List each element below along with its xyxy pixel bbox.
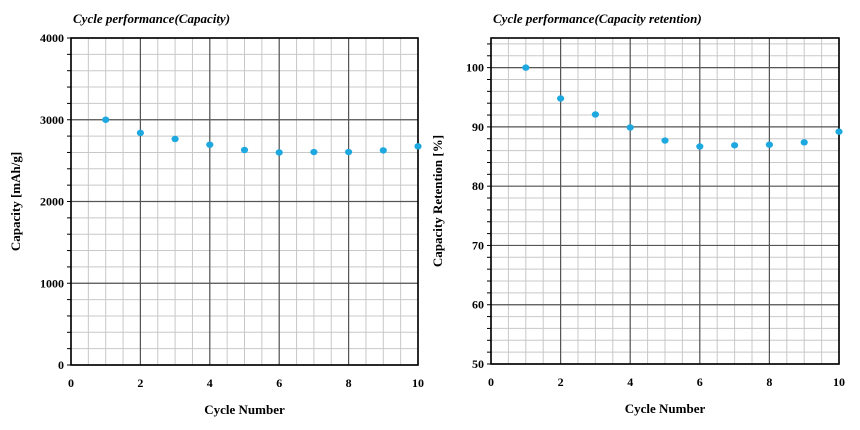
capacity-retention-chart: 0 2 4 6 8 10 50 60 70 80 90 100 Cycle performance(Ca…: [430, 11, 845, 416]
x-tick-label: 2: [558, 375, 564, 389]
y-tick-label: 1000: [40, 276, 64, 290]
data-point: [136, 129, 144, 137]
y-tick-label: 4000: [40, 31, 64, 45]
data-point: [765, 141, 773, 148]
y-tick-label: 80: [472, 179, 484, 193]
data-point: [522, 64, 530, 71]
data-point: [661, 137, 669, 144]
chart-title: Cycle performance(Capacity): [73, 11, 230, 26]
y-tick-label: 60: [472, 298, 484, 312]
x-tick-label: 0: [488, 375, 494, 389]
data-point: [171, 135, 179, 143]
data-point: [800, 139, 808, 146]
x-tick-label: 8: [766, 375, 772, 389]
data-point: [696, 143, 704, 150]
data-point: [557, 95, 565, 102]
data-point: [206, 141, 214, 148]
data-point: [591, 111, 599, 118]
y-tick-label: 90: [472, 120, 484, 134]
x-axis-label: Cycle Number: [204, 402, 285, 417]
data-point: [345, 148, 353, 156]
y-tick-label: 100: [466, 61, 484, 75]
data-point: [240, 146, 249, 154]
capacity-chart: 0 2 4 6 8 10 0 1000 2000 3000 4000 Cycle performanc…: [8, 11, 424, 417]
y-tick-label: 2000: [40, 195, 64, 209]
y-tick-label: 70: [472, 238, 484, 252]
chart-title: Cycle performance(Capacity retention): [493, 11, 702, 26]
y-tick-label: 50: [472, 357, 484, 371]
x-tick-label: 10: [412, 376, 424, 390]
data-point: [835, 128, 843, 135]
y-tick-label: 3000: [40, 113, 64, 127]
x-tick-label: 8: [346, 376, 352, 390]
y-axis-label: Capacity Retention [%]: [430, 135, 445, 267]
data-point: [626, 124, 634, 131]
data-point: [310, 148, 318, 156]
x-tick-label: 6: [276, 376, 282, 390]
data-point: [275, 149, 283, 156]
x-tick-label: 0: [68, 376, 74, 390]
x-tick-label: 6: [697, 375, 703, 389]
x-tick-label: 4: [627, 375, 633, 389]
data-point: [731, 142, 739, 149]
x-axis-label: Cycle Number: [625, 401, 706, 416]
data-point: [102, 116, 110, 123]
x-tick-label: 2: [137, 376, 143, 390]
x-tick-label: 4: [207, 376, 213, 390]
data-point: [379, 147, 387, 154]
y-tick-label: 0: [58, 358, 64, 372]
y-axis-label: Capacity [mAh/g]: [8, 152, 23, 251]
plot-frame: [490, 37, 840, 365]
data-point: [414, 143, 422, 150]
x-tick-label: 10: [833, 375, 845, 389]
